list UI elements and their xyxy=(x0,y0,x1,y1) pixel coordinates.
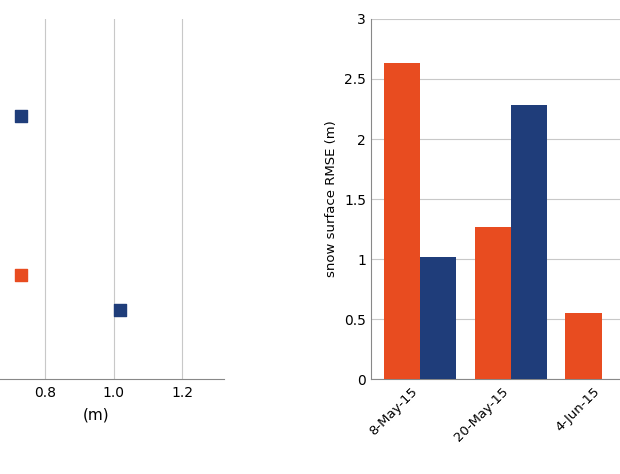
X-axis label: (m): (m) xyxy=(83,407,110,422)
Bar xyxy=(474,227,511,379)
Bar xyxy=(511,105,547,379)
Bar xyxy=(565,313,602,379)
Point xyxy=(115,306,125,314)
Y-axis label: snow surface RMSE (m): snow surface RMSE (m) xyxy=(326,121,339,277)
Bar xyxy=(384,64,420,379)
Point xyxy=(16,112,25,119)
Bar xyxy=(420,257,456,379)
Point xyxy=(16,271,25,279)
